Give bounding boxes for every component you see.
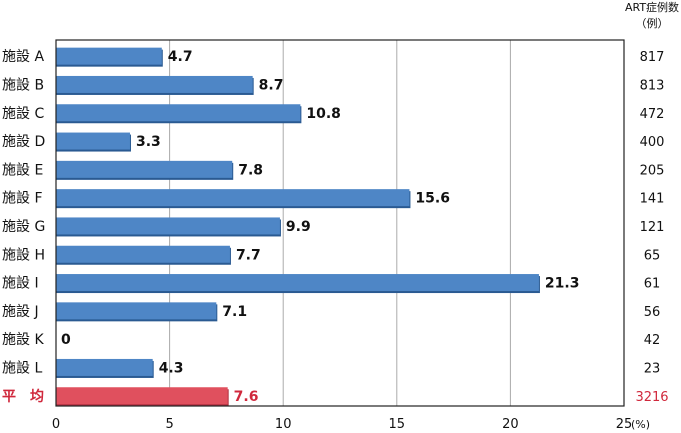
x-tick-label: 15 (389, 417, 406, 432)
category-label: 平 均 (2, 388, 44, 405)
x-tick-label: 20 (502, 417, 519, 432)
category-label: 施設 I (2, 276, 39, 292)
count-header: ART症例数 （例） (625, 0, 679, 30)
case-count: 3216 (635, 390, 668, 405)
x-unit-label: (%) (631, 418, 650, 431)
category-label: 施設 K (2, 332, 44, 348)
x-tick-label: 5 (165, 417, 173, 432)
category-label: 施設 J (2, 304, 39, 320)
case-count: 400 (640, 135, 665, 150)
case-count: 121 (640, 220, 665, 235)
case-count: 61 (644, 277, 661, 292)
category-label: 施設 H (2, 247, 45, 263)
category-label: 施設 E (2, 162, 43, 178)
bar (56, 274, 539, 292)
bar (56, 160, 233, 178)
data-label: 8.7 (259, 77, 284, 93)
bar (56, 302, 217, 320)
plot-frame (55, 39, 625, 407)
case-count: 205 (640, 163, 665, 178)
case-count: 472 (640, 107, 665, 122)
count-header-unit: （例） (636, 16, 669, 30)
count-header-title: ART症例数 (625, 0, 679, 14)
data-label: 21.3 (545, 276, 580, 292)
case-count: 23 (644, 361, 661, 376)
data-label: 4.3 (159, 360, 184, 376)
x-tick-label: 25 (616, 417, 633, 432)
labels: 0 5 10 15 20 25(%) 施設 A 4.7 817 施設 B 8.7 813 施設 C 10.… (2, 49, 669, 432)
x-tick-label: 0 (52, 417, 60, 432)
category-label: 施設 C (2, 106, 44, 122)
bar-average (56, 387, 228, 405)
x-tick-label: 10 (275, 417, 292, 432)
data-label: 0 (61, 332, 71, 348)
bar (56, 358, 153, 376)
data-label: 7.1 (222, 304, 247, 320)
data-label: 9.9 (286, 219, 311, 235)
bar (56, 189, 410, 207)
bar (56, 75, 253, 93)
data-label: 3.3 (136, 134, 161, 150)
case-count: 817 (640, 50, 665, 65)
case-count: 42 (644, 333, 661, 348)
bar (56, 104, 301, 122)
category-label: 施設 B (2, 77, 44, 93)
case-count: 65 (644, 248, 661, 263)
category-label: 施設 G (2, 219, 45, 235)
bar (56, 217, 280, 235)
bar (56, 47, 162, 65)
data-label: 7.7 (236, 247, 261, 263)
bar (56, 132, 130, 150)
bar (56, 245, 230, 263)
category-label: 施設 D (2, 134, 45, 150)
category-label: 施設 F (2, 191, 43, 207)
data-label: 7.6 (234, 389, 259, 405)
case-count: 56 (644, 305, 661, 320)
category-label: 施設 A (2, 49, 44, 65)
data-label: 15.6 (415, 191, 450, 207)
bars (56, 47, 540, 407)
category-label: 施設 L (2, 360, 42, 376)
case-count: 813 (640, 78, 665, 93)
case-count: 141 (640, 192, 665, 207)
data-label: 10.8 (306, 106, 341, 122)
data-label: 4.7 (168, 49, 193, 65)
data-label: 7.8 (238, 162, 263, 178)
